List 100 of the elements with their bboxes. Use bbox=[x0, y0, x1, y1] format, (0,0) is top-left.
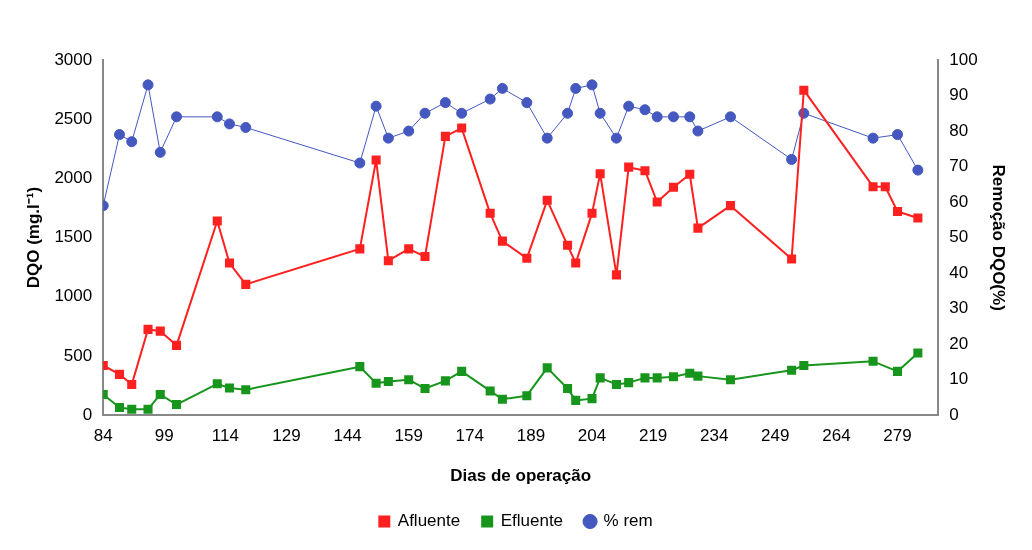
point bbox=[892, 207, 903, 217]
point bbox=[640, 166, 650, 176]
point bbox=[497, 394, 507, 404]
point bbox=[172, 400, 182, 410]
point bbox=[571, 395, 581, 405]
point bbox=[913, 348, 923, 358]
point bbox=[563, 240, 573, 250]
x-tick-label: 249 bbox=[761, 426, 790, 446]
point bbox=[212, 379, 222, 389]
point bbox=[484, 93, 496, 105]
point bbox=[685, 169, 695, 179]
y2-tick-label: 20 bbox=[949, 333, 969, 353]
point bbox=[114, 129, 126, 141]
point bbox=[693, 371, 703, 381]
point bbox=[587, 208, 597, 218]
x-tick-label: 114 bbox=[211, 426, 239, 446]
point bbox=[404, 244, 414, 254]
y-tick-label: 0 bbox=[82, 404, 93, 424]
y2-tick-label: 60 bbox=[949, 191, 969, 211]
x-tick-label: 129 bbox=[272, 426, 301, 446]
point bbox=[211, 111, 223, 123]
point bbox=[439, 97, 451, 109]
point bbox=[521, 97, 533, 109]
point bbox=[912, 164, 924, 176]
y2-tick-label: 90 bbox=[949, 85, 969, 105]
point bbox=[114, 402, 125, 413]
point bbox=[542, 195, 552, 205]
point bbox=[725, 201, 736, 211]
y2-tick-label: 30 bbox=[949, 298, 969, 318]
point bbox=[880, 182, 890, 192]
point bbox=[693, 223, 703, 233]
x-tick-label: 189 bbox=[516, 426, 546, 446]
point bbox=[241, 279, 251, 289]
point bbox=[595, 169, 605, 179]
point bbox=[667, 111, 679, 123]
y2-tick-label: 80 bbox=[949, 120, 969, 140]
point bbox=[114, 369, 125, 379]
point bbox=[355, 362, 365, 372]
point bbox=[404, 375, 414, 385]
y-tick-label: 500 bbox=[63, 345, 93, 365]
y2-tick-label: 100 bbox=[949, 49, 978, 69]
point bbox=[420, 252, 430, 262]
point bbox=[623, 100, 635, 112]
point bbox=[440, 131, 450, 141]
point bbox=[542, 363, 552, 373]
point bbox=[457, 366, 467, 376]
y-tick-label: 2000 bbox=[54, 168, 93, 188]
point bbox=[420, 384, 430, 394]
point bbox=[354, 157, 366, 169]
point bbox=[496, 82, 508, 94]
point bbox=[154, 146, 166, 158]
point bbox=[403, 125, 415, 137]
x-tick-label: 279 bbox=[883, 426, 912, 446]
y-axis-title: DQO (mg.l⁻¹) bbox=[23, 186, 43, 289]
point bbox=[457, 123, 467, 133]
y2-tick-label: 50 bbox=[949, 227, 969, 247]
y-tick-label: 1500 bbox=[54, 227, 93, 247]
point bbox=[371, 155, 381, 165]
x-tick-label: 159 bbox=[394, 426, 423, 446]
point bbox=[223, 118, 235, 130]
point bbox=[595, 373, 605, 383]
point bbox=[383, 256, 393, 266]
legend-label: % rem bbox=[603, 511, 653, 531]
point bbox=[799, 85, 809, 95]
point bbox=[522, 253, 532, 263]
point bbox=[868, 182, 878, 192]
point bbox=[587, 394, 597, 404]
y2-tick-label: 40 bbox=[949, 262, 969, 282]
point bbox=[624, 162, 634, 172]
point bbox=[652, 373, 662, 383]
point bbox=[127, 404, 137, 414]
point bbox=[668, 182, 679, 192]
point bbox=[224, 258, 235, 268]
point bbox=[570, 82, 582, 94]
point bbox=[652, 197, 662, 207]
point bbox=[725, 375, 736, 385]
y-tick-label: 2500 bbox=[54, 108, 93, 128]
point bbox=[892, 366, 903, 376]
point bbox=[562, 107, 574, 119]
legend-label: Efluente bbox=[500, 511, 564, 531]
point bbox=[571, 258, 581, 268]
y-tick-label: 1000 bbox=[54, 286, 93, 306]
y2-axis-title: Remoção DQO(%) bbox=[989, 164, 1009, 311]
point bbox=[522, 391, 532, 401]
legend-label: Afluente bbox=[397, 511, 461, 531]
point bbox=[172, 340, 182, 350]
point bbox=[594, 107, 606, 119]
point bbox=[240, 121, 252, 133]
point bbox=[497, 236, 507, 246]
x-tick-label: 204 bbox=[577, 426, 607, 446]
x-axis-title: Dias de operação bbox=[450, 466, 592, 486]
point bbox=[913, 213, 923, 223]
point bbox=[383, 376, 393, 386]
point bbox=[786, 153, 798, 165]
point bbox=[143, 404, 153, 414]
point bbox=[611, 270, 621, 280]
y-tick-label: 3000 bbox=[54, 49, 93, 69]
point bbox=[212, 216, 222, 226]
point bbox=[126, 136, 138, 148]
y2-tick-label: 10 bbox=[949, 369, 969, 389]
